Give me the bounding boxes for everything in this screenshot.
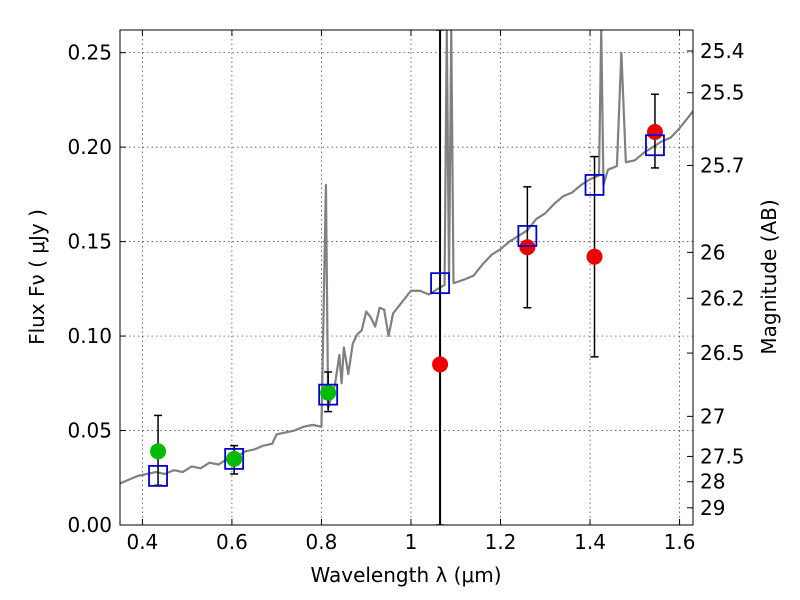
x-tick-label: 0.6 bbox=[216, 530, 248, 554]
data-point-circle bbox=[150, 443, 167, 460]
right-tick-label: 27.5 bbox=[700, 444, 745, 468]
y-tick-label: 0.25 bbox=[67, 41, 112, 65]
model-square-marker bbox=[148, 464, 168, 487]
model-square-marker bbox=[517, 225, 538, 247]
model-square-marker bbox=[430, 272, 450, 295]
right-axis-label: Magnitude (AB) bbox=[757, 199, 781, 354]
ticks bbox=[120, 30, 693, 526]
right-tick-label: 25.5 bbox=[700, 81, 745, 105]
model-square-marker bbox=[318, 383, 339, 406]
model-square-marker bbox=[645, 134, 665, 157]
x-tick-label: 1.6 bbox=[664, 530, 696, 554]
x-tick-label: 0.8 bbox=[306, 530, 338, 554]
data-point-circle bbox=[586, 248, 603, 265]
right-tick-label: 28 bbox=[700, 470, 725, 494]
data-point-circle bbox=[320, 384, 337, 401]
right-tick-label: 25.4 bbox=[700, 39, 745, 63]
model-square-marker bbox=[584, 174, 605, 196]
x-tick-label: 1.2 bbox=[485, 530, 517, 554]
x-tick-label: 1 bbox=[405, 530, 418, 554]
plot-frame bbox=[119, 29, 694, 526]
right-tick-label: 26.2 bbox=[700, 286, 745, 310]
right-tick-label: 25.7 bbox=[700, 153, 745, 177]
plot-area bbox=[120, 30, 693, 525]
right-tick-label: 26 bbox=[700, 240, 725, 264]
data-point-circle bbox=[646, 124, 663, 141]
data-point-circle bbox=[226, 450, 243, 467]
x-tick-label: 0.4 bbox=[126, 530, 158, 554]
y-tick-label: 0.15 bbox=[67, 230, 112, 254]
x-axis-label: Wavelength λ (μm) bbox=[310, 563, 501, 587]
right-tick-label: 26.5 bbox=[700, 341, 745, 365]
data-point-circle bbox=[519, 239, 536, 256]
y-tick-label: 0.10 bbox=[67, 324, 112, 348]
x-tick-label: 1.4 bbox=[574, 530, 606, 554]
y-axis-label: Flux Fν ( μJy ) bbox=[25, 209, 49, 345]
model-square-marker bbox=[224, 447, 245, 470]
y-tick-label: 0.00 bbox=[67, 513, 112, 537]
right-tick-label: 27 bbox=[700, 404, 725, 428]
tick-labels: 0.4 0.6 0.8 1 1.2 1.4 1.6 0.00 0.05 0.10 0.15 0.20 0… bbox=[67, 39, 744, 554]
data-point-circle bbox=[432, 356, 449, 373]
y-tick-label: 0.05 bbox=[67, 419, 112, 443]
right-tick-label: 29 bbox=[700, 496, 725, 520]
y-tick-label: 0.20 bbox=[67, 135, 112, 159]
plot-content bbox=[120, 30, 693, 525]
